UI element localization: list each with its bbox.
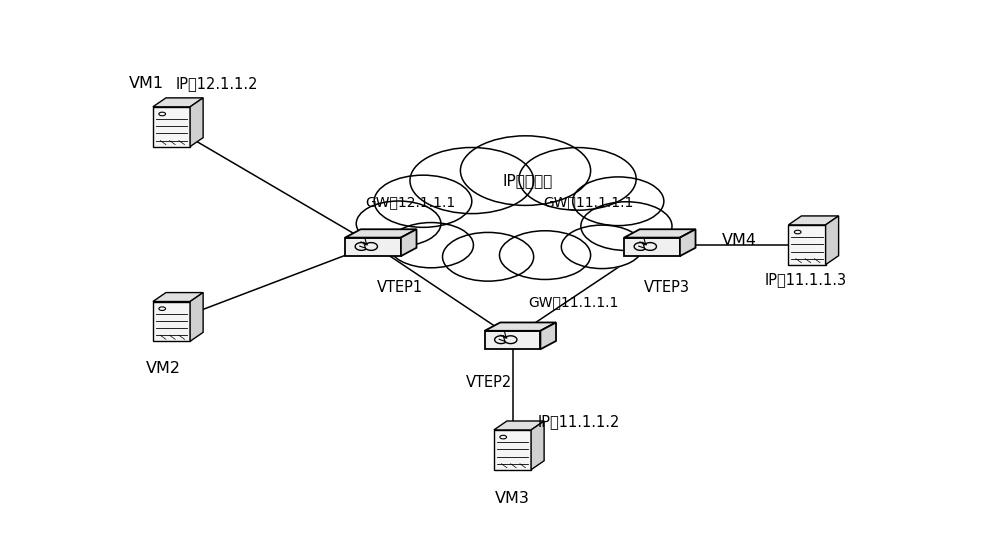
Polygon shape xyxy=(540,322,556,349)
Text: IP：12.1.1.2: IP：12.1.1.2 xyxy=(175,76,258,91)
Text: VM2: VM2 xyxy=(146,361,181,376)
Circle shape xyxy=(573,177,664,225)
Circle shape xyxy=(374,175,472,228)
Polygon shape xyxy=(680,229,696,256)
Circle shape xyxy=(443,232,534,281)
Polygon shape xyxy=(485,322,556,331)
Circle shape xyxy=(389,223,473,268)
Polygon shape xyxy=(826,216,839,265)
Polygon shape xyxy=(153,107,190,146)
Polygon shape xyxy=(345,238,401,256)
Circle shape xyxy=(581,202,672,251)
Text: GW：11.1.1.1: GW：11.1.1.1 xyxy=(544,195,634,210)
Circle shape xyxy=(356,201,441,246)
Text: IP：11.1.1.2: IP：11.1.1.2 xyxy=(537,414,620,429)
Text: VM4: VM4 xyxy=(722,233,757,248)
Circle shape xyxy=(460,136,591,206)
Polygon shape xyxy=(190,98,203,146)
Polygon shape xyxy=(401,229,417,256)
Text: IP：11.1.1.3: IP：11.1.1.3 xyxy=(764,272,846,287)
Polygon shape xyxy=(624,238,680,256)
Polygon shape xyxy=(624,229,696,238)
Polygon shape xyxy=(153,293,203,301)
Polygon shape xyxy=(345,229,417,238)
Text: IP核心网络: IP核心网络 xyxy=(503,173,553,188)
Polygon shape xyxy=(190,293,203,341)
Text: VM3: VM3 xyxy=(495,491,530,506)
Circle shape xyxy=(499,231,591,279)
Polygon shape xyxy=(788,216,839,225)
Text: GW：11.1.1.1: GW：11.1.1.1 xyxy=(528,295,618,309)
Text: VTEP3: VTEP3 xyxy=(644,280,690,295)
Polygon shape xyxy=(153,301,190,341)
Text: GW：12.1.1.1: GW：12.1.1.1 xyxy=(365,195,456,210)
Polygon shape xyxy=(153,98,203,107)
Polygon shape xyxy=(485,331,540,349)
Circle shape xyxy=(561,225,643,268)
Polygon shape xyxy=(494,430,531,470)
Polygon shape xyxy=(494,421,544,430)
Circle shape xyxy=(519,147,636,210)
Polygon shape xyxy=(531,421,544,470)
Text: VTEP2: VTEP2 xyxy=(466,376,512,390)
Text: VM1: VM1 xyxy=(129,76,164,91)
Text: VTEP1: VTEP1 xyxy=(377,280,423,295)
Polygon shape xyxy=(788,225,826,265)
Circle shape xyxy=(410,147,534,214)
